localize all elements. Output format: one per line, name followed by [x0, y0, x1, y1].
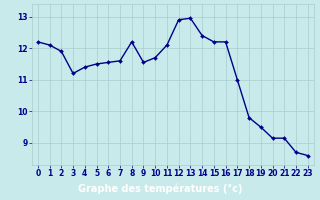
Text: Graphe des températures (°c): Graphe des températures (°c)	[78, 183, 242, 194]
